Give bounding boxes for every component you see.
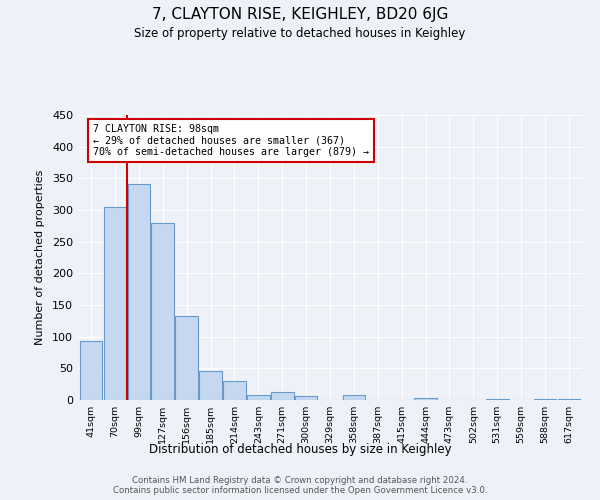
Bar: [104, 208, 127, 400]
Bar: [557, 398, 580, 400]
Bar: [80, 341, 103, 400]
Bar: [247, 395, 269, 400]
Bar: [295, 396, 317, 400]
Y-axis label: Number of detached properties: Number of detached properties: [35, 170, 45, 345]
Bar: [533, 398, 556, 400]
Text: Size of property relative to detached houses in Keighley: Size of property relative to detached ho…: [134, 28, 466, 40]
Text: Contains HM Land Registry data © Crown copyright and database right 2024.
Contai: Contains HM Land Registry data © Crown c…: [113, 476, 487, 495]
Bar: [199, 371, 222, 400]
Bar: [486, 398, 509, 400]
Bar: [414, 398, 437, 400]
Bar: [223, 381, 246, 400]
Bar: [151, 224, 174, 400]
Bar: [271, 392, 293, 400]
Bar: [175, 316, 198, 400]
Text: 7, CLAYTON RISE, KEIGHLEY, BD20 6JG: 7, CLAYTON RISE, KEIGHLEY, BD20 6JG: [152, 8, 448, 22]
Text: 7 CLAYTON RISE: 98sqm
← 29% of detached houses are smaller (367)
70% of semi-det: 7 CLAYTON RISE: 98sqm ← 29% of detached …: [93, 124, 369, 157]
Bar: [128, 184, 150, 400]
Bar: [343, 395, 365, 400]
Text: Distribution of detached houses by size in Keighley: Distribution of detached houses by size …: [149, 442, 451, 456]
